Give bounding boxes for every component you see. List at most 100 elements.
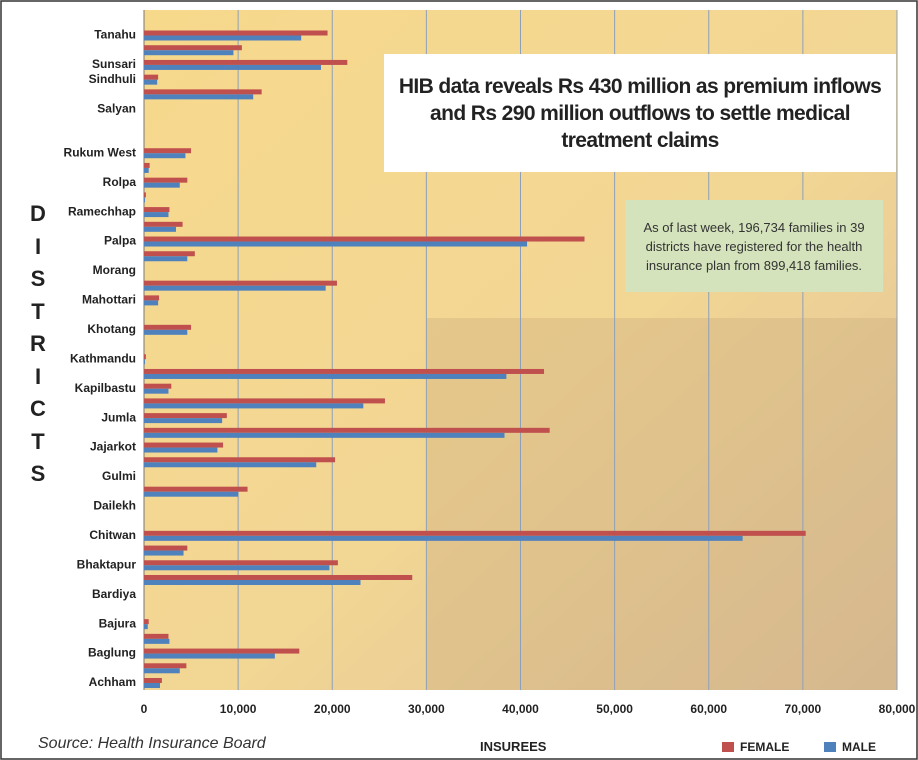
bar [144,683,160,688]
y-tick-label: Ramechhap [68,204,136,218]
bar [144,75,158,80]
bar [144,624,148,629]
bar [144,560,338,565]
y-tick-label: Sindhuli [89,72,136,86]
y-tick-label: Kathmandu [70,351,136,365]
bar [144,619,149,624]
bar [144,222,183,227]
bar [144,45,242,50]
y-tick-label: Salyan [97,101,136,115]
y-tick-label: Palpa [104,234,136,248]
bar [144,649,299,654]
bar [144,168,149,173]
y-tick-label: Tanahu [94,28,136,42]
bar [144,403,363,408]
bar [144,565,329,570]
bar [144,634,168,639]
page: 0 10,000 20,000 30,000 40,000 50,000 60,000 70,… [0,0,918,760]
bar [144,330,187,335]
bar [144,256,187,261]
bar [144,242,527,247]
bar [144,197,145,202]
y-tick-label: Jumla [101,410,136,424]
bar [144,36,301,41]
bar [144,551,184,556]
legend: FEMALEMALE [722,740,876,754]
bar [144,325,191,330]
bar [144,80,157,85]
source: Source: Health Insurance Board [38,735,266,753]
bar [144,227,176,232]
bar [144,183,180,188]
y-tick-label: Jajarkot [90,440,136,454]
bar [144,413,227,418]
y-tick-label: Khotang [87,322,136,336]
bar [144,251,195,256]
bar [144,281,337,286]
bar [144,575,412,580]
bar [144,639,169,644]
x-tick-label: 40,000 [502,702,539,716]
y-tick-label: Gulmi [102,469,136,483]
y-tick-label: Rolpa [103,175,137,189]
y-tick-label: Rukum West [64,145,136,159]
y-tick-label: Morang [93,263,136,277]
bar [144,492,238,497]
legend-swatch [824,742,836,752]
bar [144,443,223,448]
legend-swatch [722,742,734,752]
bar [144,418,222,423]
y-tick-label: Kapilbastu [75,381,136,395]
bar [144,94,253,99]
y-tick-label: Bardiya [92,587,136,601]
bar [144,678,162,683]
x-tick-label: 60,000 [690,702,727,716]
y-tick-label: Baglung [88,646,136,660]
bar [144,433,504,438]
bar [144,300,158,305]
bar [144,31,328,36]
y-axis-label: DISTRICTS [28,198,48,491]
bar [144,89,262,94]
bar [144,580,360,585]
bar [144,398,385,403]
bar [144,60,347,65]
bar [144,531,806,536]
x-tick-label: 30,000 [408,702,445,716]
bar [144,668,180,673]
y-tick-label: Mahottari [82,293,136,307]
bar [144,487,248,492]
headline: HIB data reveals Rs 430 million as premi… [384,54,896,172]
x-axis-label: INSUREES [480,739,546,754]
bar [144,50,233,55]
bar [144,663,186,668]
bar [144,654,275,659]
y-tick-label: Sunsari [92,57,136,71]
bar [144,295,159,300]
x-tick-label: 10,000 [220,702,257,716]
bar [144,384,171,389]
bar [144,163,150,168]
x-tick-label: 20,000 [314,702,351,716]
bar [144,389,168,394]
bar [144,428,550,433]
bar [144,546,187,551]
bar [144,457,335,462]
bar [144,354,146,359]
bar [144,369,544,374]
x-tick-label: 50,000 [596,702,633,716]
bar [144,212,168,217]
bar [144,237,585,242]
y-tick-label: Bhaktapur [77,557,137,571]
y-tick-label: Dailekh [93,499,136,513]
x-tick-label: 70,000 [785,702,822,716]
bar [144,192,146,197]
annotation: As of last week, 196,734 families in 39 … [625,200,883,292]
bar [144,462,316,467]
legend-label: MALE [842,740,876,754]
bar [144,359,145,364]
bar [144,178,187,183]
x-tick-label: 0 [141,702,148,716]
bar [144,536,743,541]
bar [144,65,321,70]
